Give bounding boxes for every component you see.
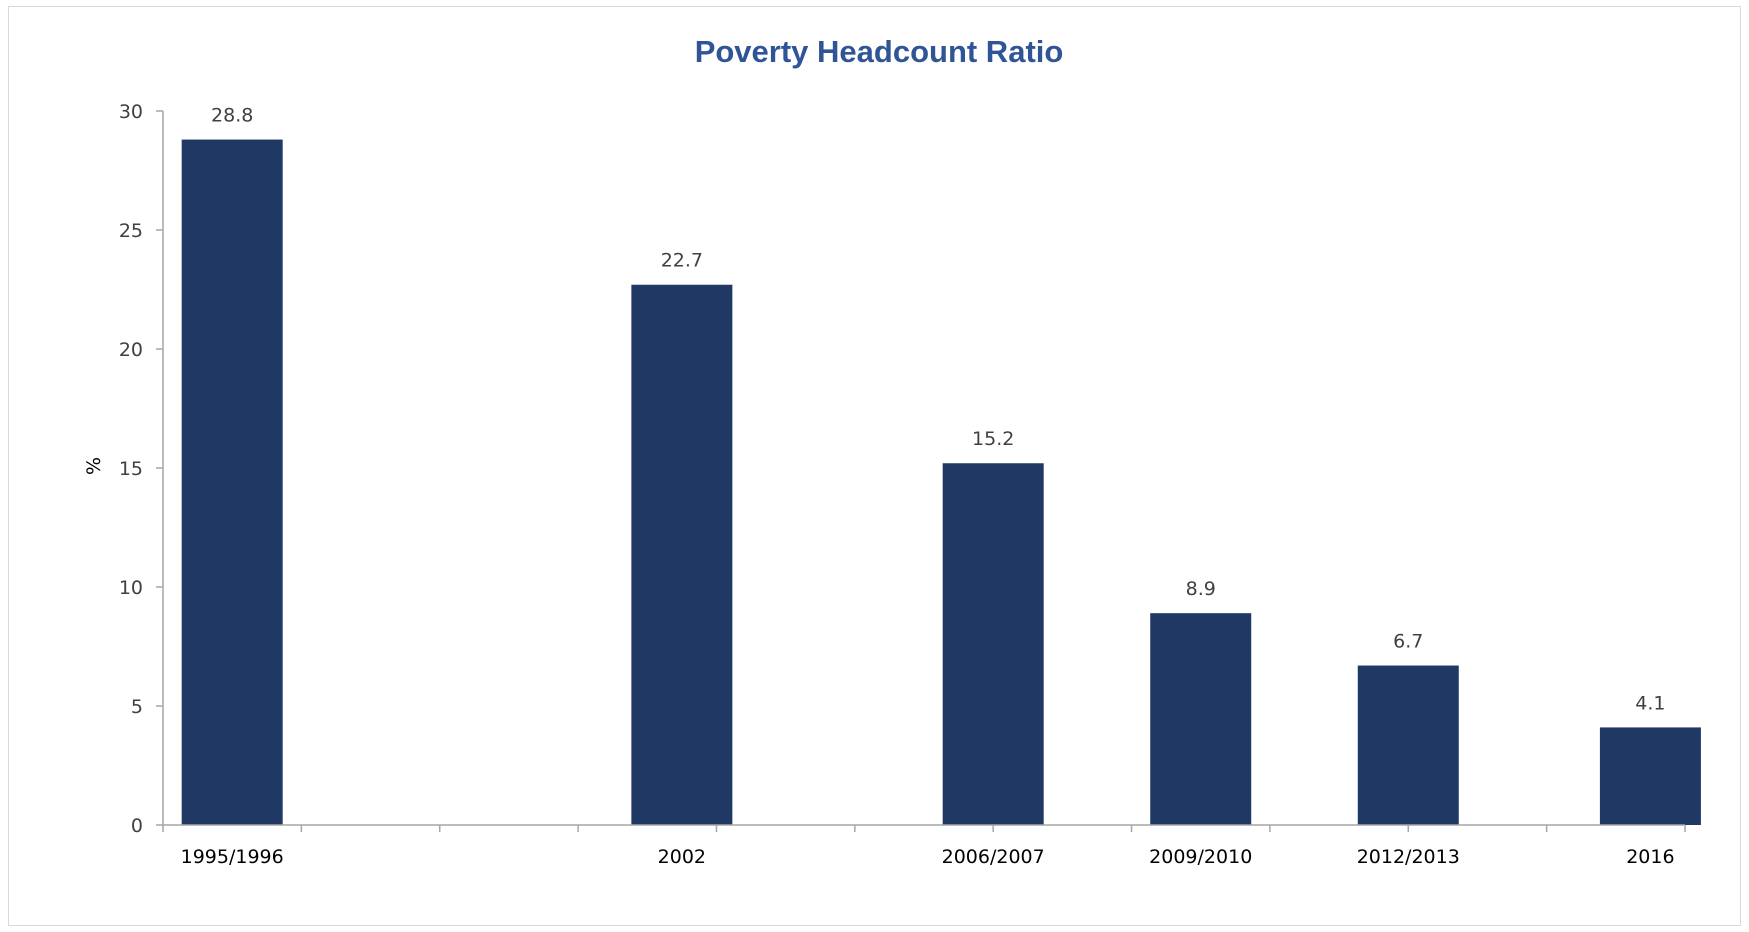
y-tick-label: 15 — [119, 458, 143, 480]
chart-title: Poverty Headcount Ratio — [695, 34, 1064, 69]
bar — [181, 139, 283, 825]
bar — [1150, 613, 1252, 825]
bar — [942, 463, 1044, 825]
y-tick-label: 20 — [119, 339, 143, 361]
data-labels: 28.8 22.7 15.2 8.9 6.7 4.1 — [211, 105, 1665, 715]
bar — [1357, 665, 1459, 825]
x-category-label: 2002 — [658, 846, 706, 868]
data-label: 22.7 — [661, 250, 703, 272]
x-category-label: 2012/2013 — [1357, 846, 1460, 868]
bar — [631, 284, 733, 825]
data-label: 15.2 — [972, 428, 1014, 450]
y-tick-label: 30 — [119, 101, 143, 123]
bar — [1599, 727, 1701, 825]
x-category-label: 2016 — [1626, 846, 1674, 868]
data-label: 6.7 — [1393, 631, 1423, 653]
data-label: 4.1 — [1635, 692, 1665, 714]
y-tick-label: 10 — [119, 577, 143, 599]
y-tick-label: 5 — [131, 696, 143, 718]
x-axis-category-labels: 1995/1996 2002 2006/2007 2009/2010 2012/2013… — [181, 846, 1675, 868]
y-tick-label: 0 — [131, 815, 143, 837]
data-label: 8.9 — [1186, 578, 1216, 600]
y-tick-label: 25 — [119, 220, 143, 242]
bars — [181, 139, 1701, 825]
x-axis-ticks — [162, 825, 1686, 832]
x-category-label: 2009/2010 — [1149, 846, 1252, 868]
x-category-label: 2006/2007 — [942, 846, 1045, 868]
x-category-label: 1995/1996 — [181, 846, 284, 868]
y-axis-title: % — [83, 457, 105, 475]
y-axis-ticks: 0 5 10 15 20 25 30 — [119, 101, 163, 837]
data-label: 28.8 — [211, 105, 253, 127]
